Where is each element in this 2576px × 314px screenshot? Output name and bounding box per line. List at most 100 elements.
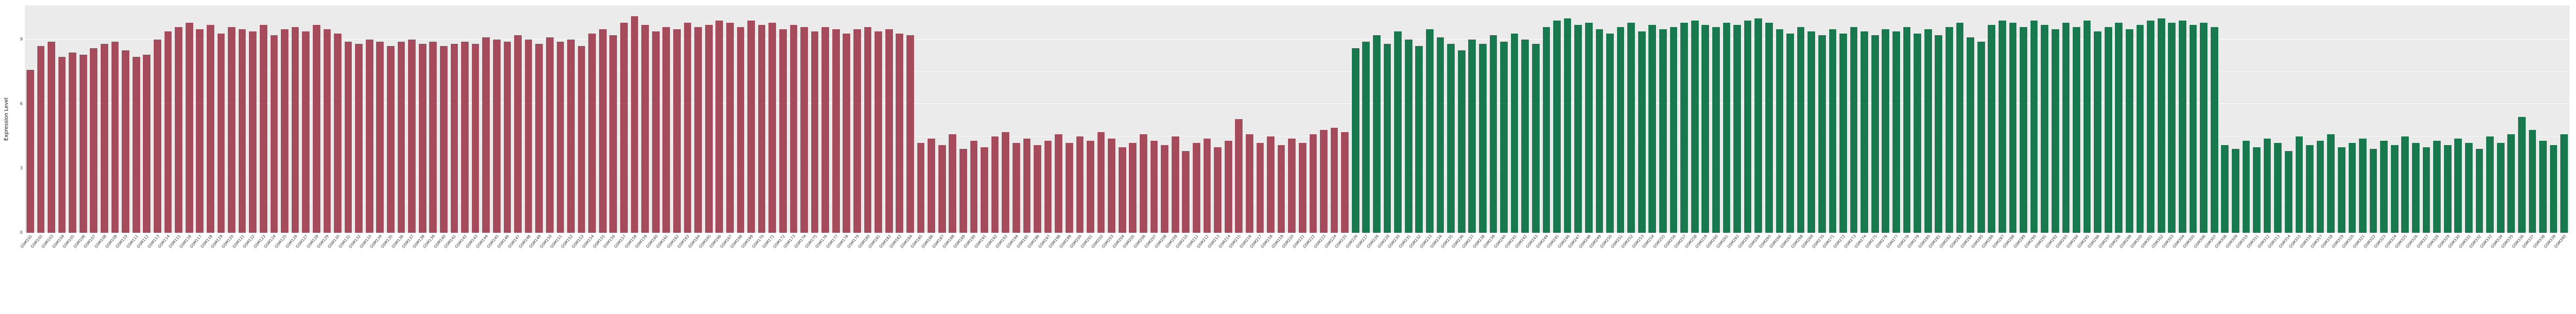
bar — [1108, 138, 1115, 233]
bar — [143, 55, 151, 233]
bar — [2284, 151, 2292, 233]
bar — [101, 44, 108, 233]
bar — [1129, 142, 1137, 233]
bar — [1532, 44, 1540, 233]
minor-gridline — [25, 200, 2570, 201]
bar — [1765, 22, 1773, 233]
bar — [1457, 50, 1466, 233]
bar — [281, 29, 288, 233]
bar — [747, 20, 755, 233]
bar — [1797, 27, 1805, 233]
bar — [1150, 140, 1158, 233]
bar — [1595, 29, 1604, 233]
bar — [1977, 42, 1985, 233]
bar — [2253, 147, 2260, 233]
bar — [1563, 18, 1572, 233]
bar — [1648, 24, 1657, 233]
bar — [2518, 117, 2526, 233]
bar — [1065, 142, 1073, 233]
bar — [524, 40, 533, 233]
bar — [1914, 33, 1921, 233]
bar — [312, 24, 320, 233]
major-gridline — [25, 103, 2570, 104]
bar — [1097, 132, 1105, 233]
bar — [26, 69, 34, 233]
bar — [1946, 27, 1953, 233]
bar — [1193, 142, 1200, 233]
bar — [2560, 134, 2568, 233]
bar — [2465, 142, 2473, 233]
bar — [2051, 29, 2059, 233]
bar — [1542, 27, 1550, 233]
bar — [652, 31, 660, 233]
bar — [90, 48, 98, 233]
bar — [630, 16, 639, 233]
bar — [726, 22, 734, 233]
bar — [1680, 22, 1688, 233]
bar — [1288, 138, 1296, 233]
bar — [514, 35, 522, 233]
bar — [1553, 20, 1561, 233]
bar — [2126, 29, 2133, 233]
bar — [2041, 24, 2049, 233]
bar — [302, 31, 310, 233]
bar — [1341, 132, 1349, 233]
bar — [737, 27, 745, 233]
bar — [1394, 31, 1402, 233]
bar — [429, 42, 437, 233]
bar — [2179, 20, 2186, 233]
bar — [2539, 140, 2547, 233]
bar — [917, 142, 925, 233]
bar — [960, 149, 967, 233]
bar — [567, 40, 575, 233]
bar — [1267, 136, 1274, 233]
bar — [2242, 140, 2250, 233]
bar — [2443, 145, 2452, 233]
bar — [2359, 138, 2367, 233]
bar — [2475, 149, 2483, 233]
bar — [853, 29, 861, 233]
bar — [1776, 29, 1784, 233]
bar — [1659, 29, 1667, 233]
y-tick-label: 6 — [19, 101, 23, 107]
bar — [928, 138, 935, 233]
bar — [2401, 136, 2409, 233]
bar — [1309, 134, 1317, 233]
bar — [397, 42, 405, 233]
bar — [2157, 18, 2165, 233]
bar — [1087, 140, 1094, 233]
bar — [1373, 35, 1381, 233]
bar — [1468, 40, 1476, 233]
bar — [111, 42, 119, 233]
bar — [175, 27, 182, 233]
bar — [2263, 138, 2271, 233]
bar — [2390, 145, 2398, 233]
bar — [355, 44, 363, 233]
bar — [2147, 20, 2154, 233]
bar — [1839, 33, 1847, 233]
bar — [1861, 31, 1868, 233]
bar — [938, 145, 946, 233]
bar — [1182, 151, 1190, 233]
bar — [811, 31, 819, 233]
bar — [1967, 37, 1974, 233]
bar — [482, 37, 490, 233]
bar — [1723, 22, 1731, 233]
bar — [450, 44, 458, 233]
bar — [1988, 24, 1996, 233]
bar — [440, 46, 448, 233]
bar — [2348, 142, 2356, 233]
bar — [1892, 31, 1900, 233]
bar — [270, 35, 278, 233]
bar — [2422, 147, 2430, 233]
bar — [885, 29, 893, 233]
bar — [1245, 134, 1253, 233]
bar — [2369, 149, 2377, 233]
bar — [705, 24, 713, 233]
bar — [2433, 140, 2441, 233]
bar — [1076, 136, 1084, 233]
bar — [1606, 33, 1614, 233]
bar — [1744, 20, 1752, 233]
major-gridline — [25, 39, 2570, 40]
bar — [1701, 24, 1710, 233]
